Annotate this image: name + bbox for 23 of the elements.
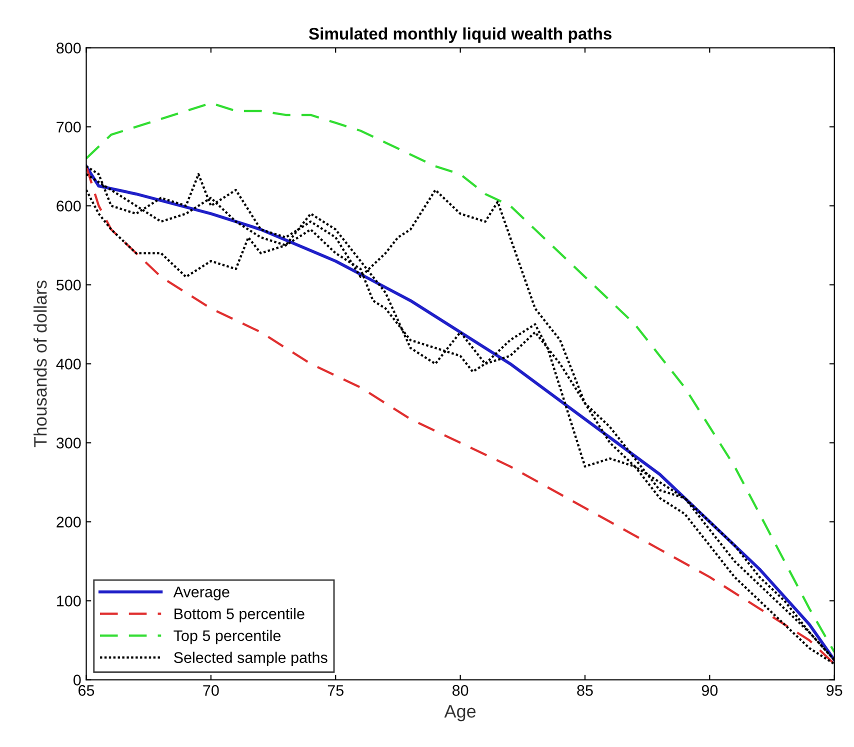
y-tick-label: 300 [56,438,81,448]
x-tick-label: 95 [826,685,842,696]
legend-label: Top 5 percentile [174,630,281,644]
x-tick-label: 65 [78,685,94,696]
x-axis-title: Age [444,705,476,722]
x-tick-label: 75 [328,685,344,696]
y-tick-label: 0 [73,674,81,686]
x-tick-label: 90 [702,685,718,696]
y-tick-label: 200 [56,516,81,528]
y-tick-label: 100 [57,596,81,606]
y-tick-label: 600 [56,200,81,212]
y-tick-label: 400 [56,358,81,370]
chart-title: Simulated monthly liquid wealth paths [308,27,612,43]
x-tick-label: 80 [452,685,468,696]
y-axis-title: Thousands of dollars [34,280,47,448]
legend-label: Bottom 5 percentile [174,608,304,622]
legend-label: Selected sample paths [174,652,328,666]
legend-label: Average [173,586,230,600]
y-tick-label: 500 [56,280,81,290]
y-tick-label: 800 [56,42,81,54]
x-tick-label: 85 [577,685,593,696]
y-tick-label: 700 [56,122,81,132]
x-tick-label: 70 [203,685,219,696]
